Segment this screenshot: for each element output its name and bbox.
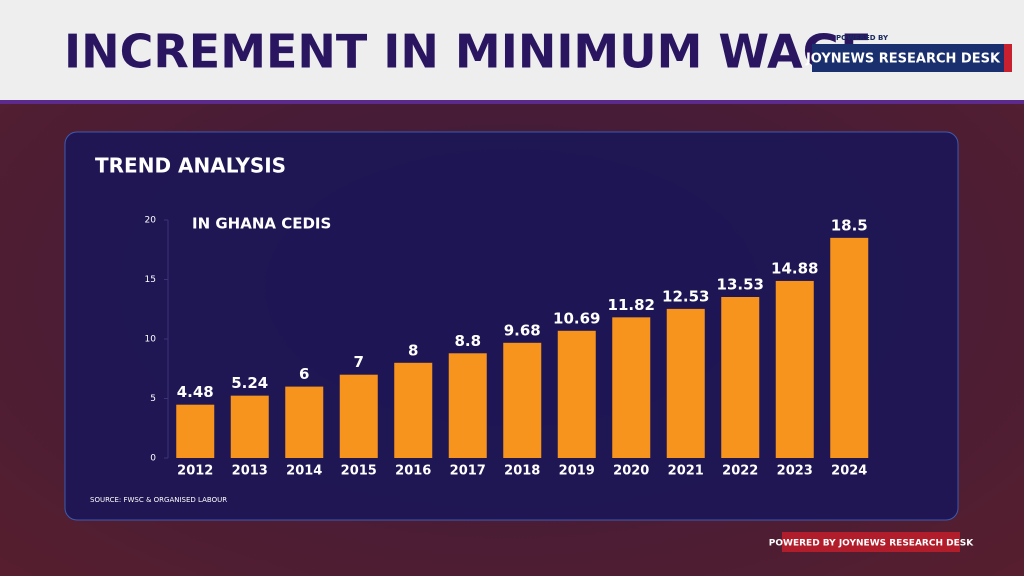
footer-text: POWERED BY JOYNEWS RESEARCH DESK xyxy=(769,539,974,549)
page-title: INCREMENT IN MINIMUM WAGE xyxy=(64,25,872,79)
badge-small: POWERED BY xyxy=(836,34,889,42)
badge-text: JOYNEWS RESEARCH DESK xyxy=(805,52,1001,67)
bar xyxy=(448,353,487,458)
bar xyxy=(775,280,814,458)
value-label: 14.88 xyxy=(771,259,818,277)
x-tick-label: 2021 xyxy=(668,464,704,479)
header-rule xyxy=(0,100,1024,104)
bar xyxy=(285,386,324,458)
badge-accent xyxy=(1004,44,1012,72)
bar xyxy=(394,362,433,458)
bar xyxy=(339,374,378,458)
x-tick-label: 2012 xyxy=(177,464,213,479)
bar xyxy=(557,330,596,458)
x-tick-label: 2019 xyxy=(559,464,595,479)
bar xyxy=(721,296,760,458)
x-tick-label: 2024 xyxy=(831,464,867,479)
x-tick-label: 2020 xyxy=(613,464,649,479)
value-label: 8.8 xyxy=(454,332,481,350)
chart-subtitle: IN GHANA CEDIS xyxy=(192,215,331,233)
x-tick-label: 2016 xyxy=(395,464,431,479)
bar xyxy=(612,317,651,458)
x-tick-label: 2013 xyxy=(232,464,268,479)
x-tick-label: 2018 xyxy=(504,464,540,479)
value-label: 13.53 xyxy=(717,275,764,293)
y-tick-label: 0 xyxy=(150,454,156,464)
value-label: 10.69 xyxy=(553,309,600,327)
bar xyxy=(503,342,542,458)
footer-box xyxy=(782,532,960,552)
value-label: 7 xyxy=(354,353,364,371)
source-note: SOURCE: FWSC & ORGANISED LABOUR xyxy=(90,496,227,504)
value-label: 12.53 xyxy=(662,287,709,305)
badge-box xyxy=(812,44,1012,72)
y-tick-label: 20 xyxy=(145,216,157,226)
bar xyxy=(830,237,869,458)
bar xyxy=(230,395,269,458)
y-tick-label: 5 xyxy=(150,394,156,404)
value-label: 5.24 xyxy=(231,374,268,392)
x-tick-label: 2023 xyxy=(777,464,813,479)
value-label: 8 xyxy=(408,341,418,359)
x-tick-label: 2017 xyxy=(450,464,486,479)
value-label: 6 xyxy=(299,365,309,383)
x-tick-label: 2015 xyxy=(341,464,377,479)
bar xyxy=(666,308,705,458)
value-label: 18.5 xyxy=(831,216,868,234)
value-label: 4.48 xyxy=(177,383,214,401)
y-tick-label: 10 xyxy=(145,335,157,345)
y-tick-label: 15 xyxy=(145,275,156,285)
value-label: 9.68 xyxy=(504,321,541,339)
value-label: 11.82 xyxy=(608,296,655,314)
bar xyxy=(176,404,215,458)
x-tick-label: 2022 xyxy=(722,464,758,479)
chart-title: TREND ANALYSIS xyxy=(95,154,286,178)
x-tick-label: 2014 xyxy=(286,464,322,479)
